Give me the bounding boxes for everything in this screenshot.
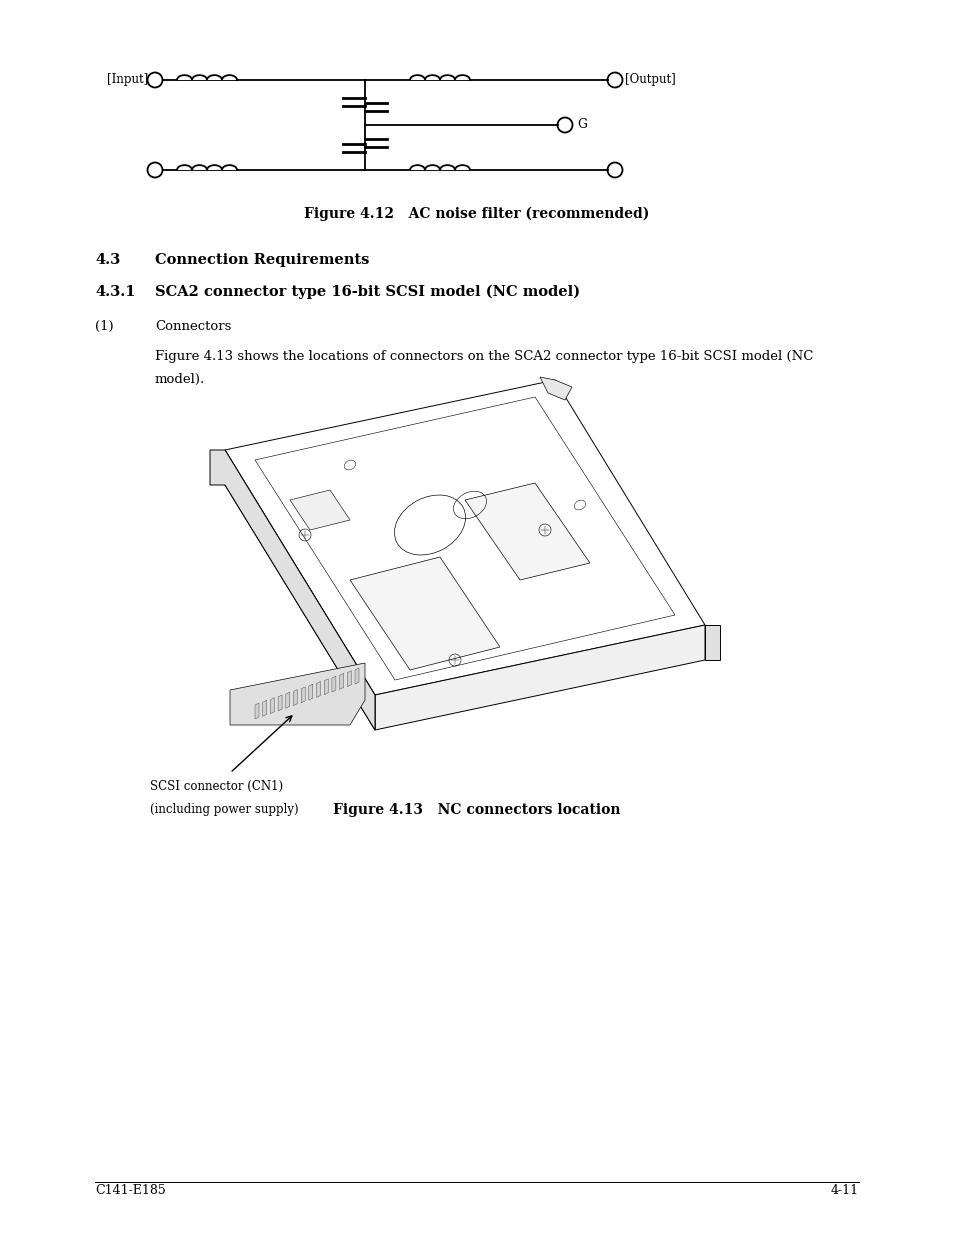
Text: 4.3: 4.3 bbox=[95, 253, 120, 267]
Text: [Output]: [Output] bbox=[624, 74, 675, 86]
Polygon shape bbox=[230, 663, 365, 725]
Polygon shape bbox=[294, 689, 297, 705]
Polygon shape bbox=[350, 557, 499, 671]
Text: 4.3.1: 4.3.1 bbox=[95, 285, 135, 299]
Polygon shape bbox=[225, 450, 375, 730]
Polygon shape bbox=[210, 450, 375, 730]
Polygon shape bbox=[262, 700, 267, 716]
Text: SCA2 connector type 16-bit SCSI model (NC model): SCA2 connector type 16-bit SCSI model (N… bbox=[154, 285, 579, 299]
Text: C141-E185: C141-E185 bbox=[95, 1184, 166, 1197]
Text: Figure 4.13 shows the locations of connectors on the SCA2 connector type 16-bit : Figure 4.13 shows the locations of conne… bbox=[154, 350, 813, 363]
Text: (including power supply): (including power supply) bbox=[150, 803, 298, 816]
Text: SCSI connector (CN1): SCSI connector (CN1) bbox=[150, 781, 283, 793]
Polygon shape bbox=[254, 703, 258, 719]
Text: 4-11: 4-11 bbox=[830, 1184, 858, 1197]
Polygon shape bbox=[301, 687, 305, 703]
Polygon shape bbox=[355, 668, 358, 684]
Polygon shape bbox=[339, 673, 343, 689]
Polygon shape bbox=[539, 377, 572, 400]
Text: Figure 4.13   NC connectors location: Figure 4.13 NC connectors location bbox=[333, 803, 620, 818]
Polygon shape bbox=[286, 693, 290, 708]
Polygon shape bbox=[277, 695, 282, 711]
Text: model).: model). bbox=[154, 373, 205, 387]
Polygon shape bbox=[704, 625, 720, 659]
Polygon shape bbox=[324, 679, 328, 695]
Polygon shape bbox=[375, 625, 704, 730]
Text: Connectors: Connectors bbox=[154, 320, 232, 333]
Text: Connection Requirements: Connection Requirements bbox=[154, 253, 369, 267]
Polygon shape bbox=[225, 380, 704, 695]
Polygon shape bbox=[254, 396, 675, 680]
Text: G: G bbox=[577, 119, 586, 131]
Polygon shape bbox=[270, 698, 274, 714]
Polygon shape bbox=[464, 483, 589, 580]
Text: (1): (1) bbox=[95, 320, 113, 333]
Polygon shape bbox=[309, 684, 313, 700]
Polygon shape bbox=[347, 671, 351, 687]
Polygon shape bbox=[332, 676, 335, 692]
Polygon shape bbox=[290, 490, 350, 530]
Text: [Input]: [Input] bbox=[107, 74, 148, 86]
Polygon shape bbox=[316, 682, 320, 698]
Text: Figure 4.12   AC noise filter (recommended): Figure 4.12 AC noise filter (recommended… bbox=[304, 207, 649, 221]
